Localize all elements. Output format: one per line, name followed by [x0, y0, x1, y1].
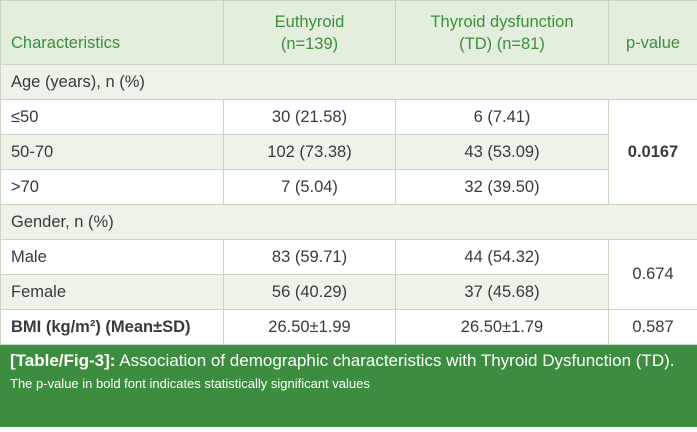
- header-text: Thyroid dysfunction: [430, 12, 574, 31]
- cell: 7 (5.04): [223, 169, 396, 205]
- section-cell: Gender, n (%): [0, 204, 697, 240]
- cell: 32 (39.50): [395, 169, 609, 205]
- header-text: Characteristics: [11, 34, 121, 52]
- cell: 30 (21.58): [223, 99, 396, 135]
- p-value-cell: 0.587: [608, 309, 697, 345]
- caption: [Table/Fig-3]: Association of demographi…: [0, 345, 697, 427]
- header-cell: Thyroid dysfunction (TD) (n=81): [395, 0, 609, 65]
- cell: 56 (40.29): [223, 274, 396, 310]
- p-value-cell: 0.674: [608, 239, 697, 310]
- row: Male 83 (59.71) 44 (54.32) 0.674: [0, 239, 697, 310]
- header-text: (TD) (n=81): [459, 34, 545, 53]
- header-cell: p-value: [608, 0, 697, 65]
- caption-text: Association of demographic characteristi…: [119, 351, 675, 370]
- section-row: Gender, n (%): [0, 204, 697, 240]
- cell: 26.50±1.79: [395, 309, 609, 345]
- cell: 44 (54.32): [395, 239, 609, 275]
- header-text: (n=139): [280, 34, 339, 53]
- cell: 102 (73.38): [223, 134, 396, 170]
- cell: 43 (53.09): [395, 134, 609, 170]
- cell: Female: [0, 274, 224, 310]
- cell: 50-70: [0, 134, 224, 170]
- p-value-cell: 0.0167: [608, 99, 697, 205]
- caption-label: [Table/Fig-3]:: [10, 351, 116, 370]
- header-text: Euthyroid: [274, 12, 345, 31]
- header-cell: Euthyroid (n=139): [223, 0, 396, 65]
- row: BMI (kg/m²) (Mean±SD) 26.50±1.99 26.50±1…: [0, 309, 697, 345]
- data-table: Characteristics Euthyroid (n=139) Thyroid…: [0, 0, 697, 345]
- row: Female 56 (40.29) 37 (45.68): [0, 274, 697, 310]
- row: >70 7 (5.04) 32 (39.50): [0, 169, 697, 205]
- cell: Male: [0, 239, 224, 275]
- cell: 37 (45.68): [395, 274, 609, 310]
- section-cell: Age (years), n (%): [0, 64, 697, 100]
- cell: ≤50: [0, 99, 224, 135]
- cell: BMI (kg/m²) (Mean±SD): [0, 309, 224, 345]
- header-cell: Characteristics: [0, 0, 224, 65]
- cell: 6 (7.41): [395, 99, 609, 135]
- header-row: Characteristics Euthyroid (n=139) Thyroid…: [0, 0, 697, 65]
- cell: >70: [0, 169, 224, 205]
- cell: 83 (59.71): [223, 239, 396, 275]
- row: 50-70 102 (73.38) 43 (53.09): [0, 134, 697, 170]
- row: ≤50 30 (21.58) 6 (7.41) 0.0167: [0, 99, 697, 205]
- section-row: Age (years), n (%): [0, 64, 697, 100]
- caption-note: The p-value in bold font indicates stati…: [10, 376, 370, 391]
- header-text: p-value: [625, 34, 681, 52]
- cell: 26.50±1.99: [223, 309, 396, 345]
- caption-main: [Table/Fig-3]: Association of demographi…: [10, 351, 687, 371]
